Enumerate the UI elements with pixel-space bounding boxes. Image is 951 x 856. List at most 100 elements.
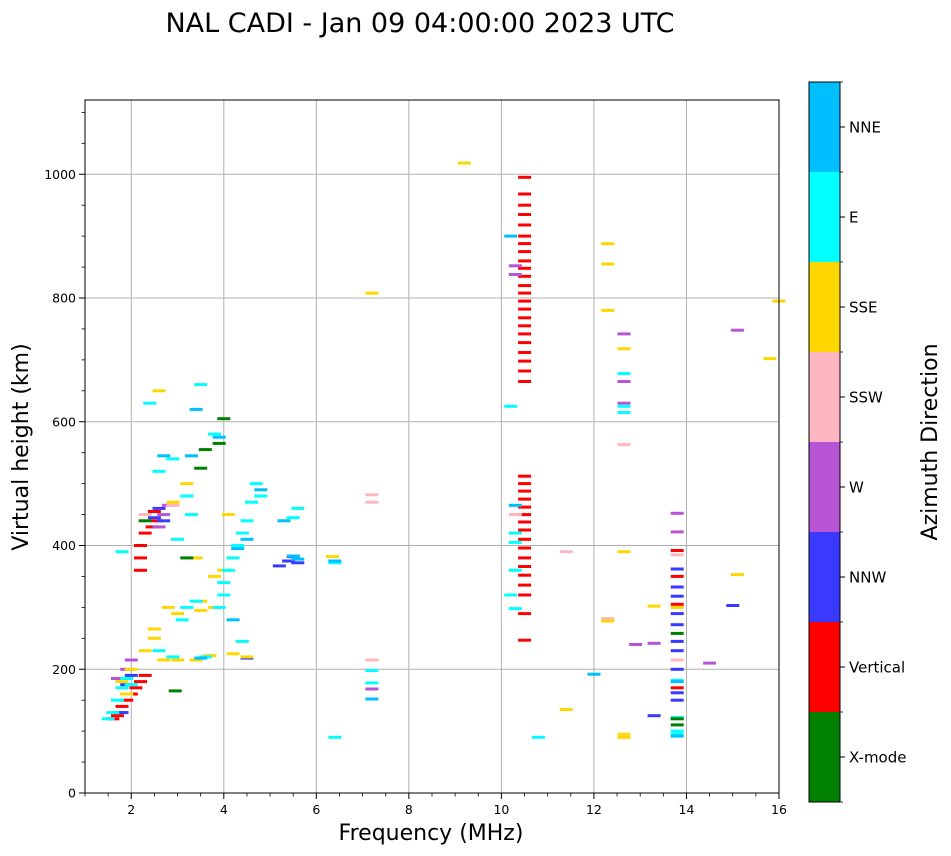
echo-e bbox=[101, 717, 115, 721]
echo-w bbox=[629, 643, 643, 646]
echo-e bbox=[217, 581, 231, 585]
echo-vertical bbox=[518, 223, 532, 227]
echo-e bbox=[171, 537, 185, 541]
echo-nnw bbox=[670, 594, 684, 598]
echo-vertical bbox=[670, 602, 684, 606]
y-axis-ticks: 0 200 400 600 800 1000 bbox=[44, 111, 85, 801]
echo-vertical bbox=[518, 520, 532, 524]
plot-background bbox=[85, 100, 779, 793]
echo-ssw bbox=[166, 503, 180, 507]
echo-sse bbox=[138, 649, 152, 653]
echo-sse bbox=[194, 609, 208, 612]
echo-e bbox=[531, 735, 545, 739]
echo-w bbox=[617, 380, 631, 383]
echo-nnw bbox=[670, 639, 684, 643]
echo-nnw bbox=[157, 519, 171, 523]
colorbar-frame bbox=[808, 81, 841, 803]
echo-e bbox=[166, 655, 180, 659]
echo-nnw bbox=[272, 564, 286, 568]
echo-w bbox=[730, 328, 744, 332]
colorbar-segment-ssw bbox=[809, 352, 840, 442]
echo-nne bbox=[365, 697, 379, 701]
echo-sse bbox=[601, 619, 615, 623]
echo-vertical bbox=[518, 274, 532, 278]
echo-nnw bbox=[670, 623, 684, 627]
echo-nne bbox=[226, 618, 240, 622]
echo-nne bbox=[254, 488, 268, 492]
echo-vertical bbox=[518, 573, 532, 577]
echo-x-mode bbox=[670, 631, 684, 635]
colorbar-segment-w bbox=[809, 442, 840, 532]
echo-e bbox=[194, 383, 208, 387]
echo-sse bbox=[601, 242, 615, 246]
echo-vertical bbox=[518, 266, 532, 270]
echo-sse bbox=[180, 482, 194, 486]
colorbar-segment-nnw bbox=[809, 532, 840, 622]
echo-nnw bbox=[670, 667, 684, 671]
echo-e bbox=[235, 531, 249, 535]
echo-x-mode bbox=[194, 466, 208, 470]
echo-nnw bbox=[670, 585, 684, 589]
echo-e bbox=[152, 649, 166, 653]
echo-vertical bbox=[518, 546, 532, 550]
y-tick-label: 600 bbox=[52, 414, 76, 429]
echo-w bbox=[508, 264, 522, 268]
echo-x-mode bbox=[198, 448, 212, 452]
echo-e bbox=[254, 494, 268, 498]
echo-vertical bbox=[670, 549, 684, 552]
echo-vertical bbox=[518, 284, 532, 288]
echo-vertical bbox=[518, 324, 532, 328]
echo-e bbox=[670, 732, 684, 736]
echo-w bbox=[617, 401, 631, 405]
echo-w bbox=[508, 273, 522, 276]
x-tick-label: 2 bbox=[127, 802, 135, 817]
x-tick-label: 4 bbox=[220, 802, 228, 817]
echo-e bbox=[504, 404, 518, 408]
echo-e bbox=[231, 544, 245, 547]
chart-title: NAL CADI - Jan 09 04:00:00 2023 UTC bbox=[165, 8, 674, 39]
colorbar-tick-label: E bbox=[849, 209, 858, 227]
echo-e bbox=[249, 482, 263, 486]
echo-sse bbox=[147, 627, 161, 631]
echo-sse bbox=[120, 692, 134, 696]
echo-vertical bbox=[518, 316, 532, 320]
echo-w bbox=[152, 525, 166, 529]
echo-vertical bbox=[518, 583, 532, 587]
echo-e bbox=[110, 698, 124, 702]
echo-nnw bbox=[291, 561, 305, 565]
colorbar-segment-vertical bbox=[809, 622, 840, 712]
echo-sse bbox=[647, 604, 661, 608]
echo-e bbox=[504, 593, 518, 597]
echo-nne bbox=[184, 454, 198, 458]
echo-vertical bbox=[134, 680, 147, 684]
echo-vertical bbox=[110, 714, 124, 718]
echo-vertical bbox=[518, 556, 532, 560]
echo-e bbox=[221, 568, 235, 572]
y-tick-label: 0 bbox=[68, 786, 76, 801]
echo-e bbox=[328, 735, 342, 739]
colorbar-segment-sse bbox=[809, 262, 840, 352]
echo-sse bbox=[208, 574, 222, 578]
echo-nne bbox=[670, 680, 684, 684]
echo-vertical bbox=[518, 497, 532, 501]
echo-e bbox=[508, 607, 522, 611]
echo-sse bbox=[124, 667, 138, 671]
echo-ssw bbox=[365, 500, 379, 504]
y-tick-label: 200 bbox=[52, 662, 76, 677]
echo-e bbox=[328, 561, 342, 565]
echo-w bbox=[365, 687, 379, 691]
echo-e bbox=[240, 519, 254, 523]
echo-e bbox=[124, 683, 138, 687]
echo-vertical bbox=[518, 593, 532, 597]
plot-area: 2 4 6 8 10 12 14 16 0 200 400 600 800 1000 bbox=[44, 99, 787, 817]
echo-w bbox=[617, 332, 631, 336]
colorbar-tick-label: Vertical bbox=[849, 659, 905, 677]
echo-e bbox=[152, 469, 166, 473]
echo-vertical bbox=[518, 250, 532, 254]
echo-x-mode bbox=[217, 417, 231, 421]
echo-sse bbox=[559, 708, 573, 711]
echo-w bbox=[647, 641, 661, 645]
echo-vertical bbox=[518, 175, 532, 179]
y-tick-label: 400 bbox=[52, 538, 76, 553]
echo-vertical bbox=[518, 203, 532, 207]
